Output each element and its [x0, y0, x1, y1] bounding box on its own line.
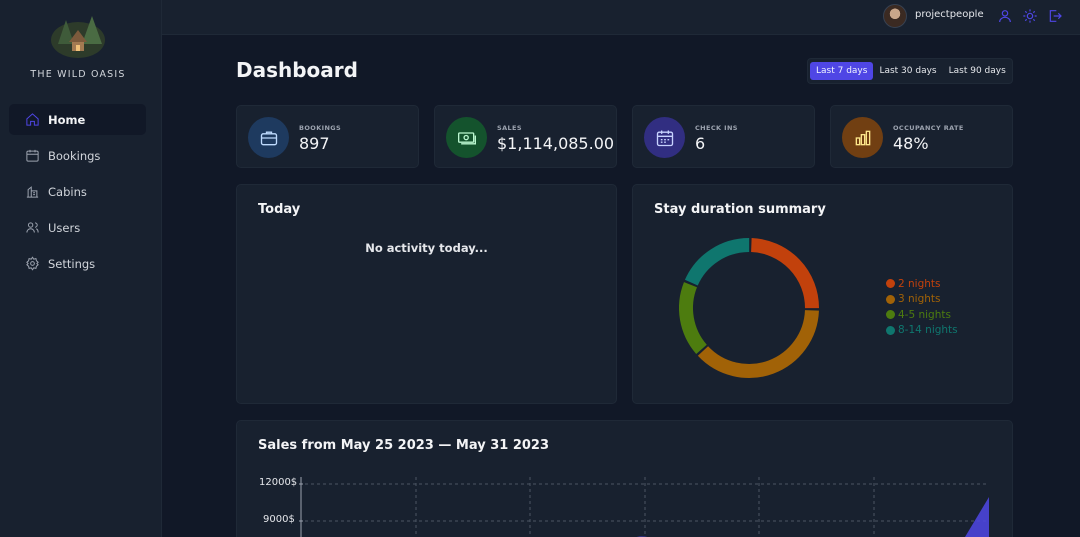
donut-slice-2-nights[interactable]	[750, 238, 820, 309]
donut-slice-3-nights[interactable]	[697, 309, 819, 378]
topbar: projectpeople	[162, 0, 1080, 35]
gear-icon	[25, 256, 40, 271]
legend-label: 4-5 nights	[898, 308, 951, 321]
stat-label: BOOKINGS	[299, 124, 342, 132]
donut-chart	[679, 238, 820, 378]
avatar[interactable]	[883, 4, 907, 28]
sidebar-item-settings[interactable]: Settings	[9, 248, 146, 279]
legend-item: 4-5 nights	[886, 307, 958, 323]
stat-sales: SALES $1,114,085.00	[434, 105, 617, 168]
sidebar-item-cabins[interactable]: Cabins	[9, 176, 146, 207]
sidebar-item-label: Cabins	[48, 184, 87, 199]
sidebar-item-bookings[interactable]: Bookings	[9, 140, 146, 171]
sidebar-nav: Home Bookings Cabins Users Settings	[9, 104, 146, 284]
main-content: Dashboard Last 7 days Last 30 days Last …	[162, 36, 1080, 537]
sidebar-item-users[interactable]: Users	[9, 212, 146, 243]
stat-label: OCCUPANCY RATE	[893, 124, 964, 132]
legend-swatch	[886, 294, 895, 304]
stat-value: 897	[299, 134, 330, 153]
stat-check-ins: CHECK INS 6	[632, 105, 815, 168]
page-title: Dashboard	[236, 58, 358, 82]
legend-label: 3 nights	[898, 293, 941, 306]
legend-item: 8-14 nights	[886, 323, 958, 339]
logo-text: THE WILD OASIS	[30, 69, 126, 80]
today-title: Today	[258, 202, 301, 217]
briefcase-icon	[248, 117, 289, 158]
stat-value: 48%	[893, 134, 929, 153]
donut-slice-4-5-nights[interactable]	[679, 282, 707, 354]
stay-duration-panel: Stay duration summary 2 nights 3 nights 4-…	[632, 184, 1013, 404]
y-tick-label: 9000$	[263, 514, 295, 525]
sidebar-item-label: Users	[48, 220, 81, 235]
stat-bookings: BOOKINGS 897	[236, 105, 419, 168]
sales-panel: Sales from May 25 2023 — May 31 2023 120…	[236, 420, 1013, 537]
today-panel: Today No activity today...	[236, 184, 617, 404]
logout-icon[interactable]	[1047, 8, 1063, 24]
filter-last-30-days[interactable]: Last 30 days	[879, 66, 937, 76]
no-activity-text: No activity today...	[365, 241, 488, 255]
calendar-icon	[25, 148, 40, 163]
stat-occupancy-rate: OCCUPANCY RATE 48%	[830, 105, 1013, 168]
sidebar-item-home[interactable]: Home	[9, 104, 146, 135]
sidebar: THE WILD OASIS Home Bookings Cabins User…	[0, 0, 162, 537]
username: projectpeople	[915, 9, 984, 20]
stat-label: SALES	[497, 124, 522, 132]
donut-slice-8-14-nights[interactable]	[684, 238, 750, 286]
filter-last-90-days[interactable]: Last 90 days	[948, 66, 1006, 76]
legend-item: 2 nights	[886, 276, 958, 292]
legend-swatch	[886, 325, 895, 335]
stay-duration-title: Stay duration summary	[654, 202, 826, 217]
stat-label: CHECK INS	[695, 124, 738, 132]
sales-chart	[299, 477, 989, 537]
users-icon	[25, 220, 40, 235]
calendar-days-icon	[644, 117, 685, 158]
sidebar-item-label: Settings	[48, 256, 96, 271]
stat-value: $1,114,085.00	[497, 134, 615, 153]
date-filter: Last 7 days Last 30 days Last 90 days	[807, 58, 1013, 84]
y-tick-label: 12000$	[259, 477, 298, 488]
legend-label: 2 nights	[898, 277, 941, 290]
sidebar-item-label: Bookings	[48, 148, 101, 163]
legend-item: 3 nights	[886, 292, 958, 308]
banknotes-icon	[446, 117, 487, 158]
chart-legend: 2 nights 3 nights 4-5 nights 8-14 nights	[886, 276, 958, 338]
logo-image	[51, 16, 105, 58]
sidebar-item-label: Home	[48, 112, 86, 127]
cabin-icon	[25, 184, 40, 199]
stat-value: 6	[695, 134, 706, 153]
user-icon[interactable]	[997, 8, 1013, 24]
legend-swatch	[886, 279, 895, 289]
filter-last-7-days[interactable]: Last 7 days	[810, 62, 874, 80]
legend-label: 8-14 nights	[898, 324, 958, 337]
chart-bar-icon	[842, 117, 883, 158]
legend-swatch	[886, 310, 895, 320]
sales-title: Sales from May 25 2023 — May 31 2023	[258, 438, 550, 453]
home-icon	[25, 112, 40, 127]
sun-icon[interactable]	[1022, 8, 1038, 24]
